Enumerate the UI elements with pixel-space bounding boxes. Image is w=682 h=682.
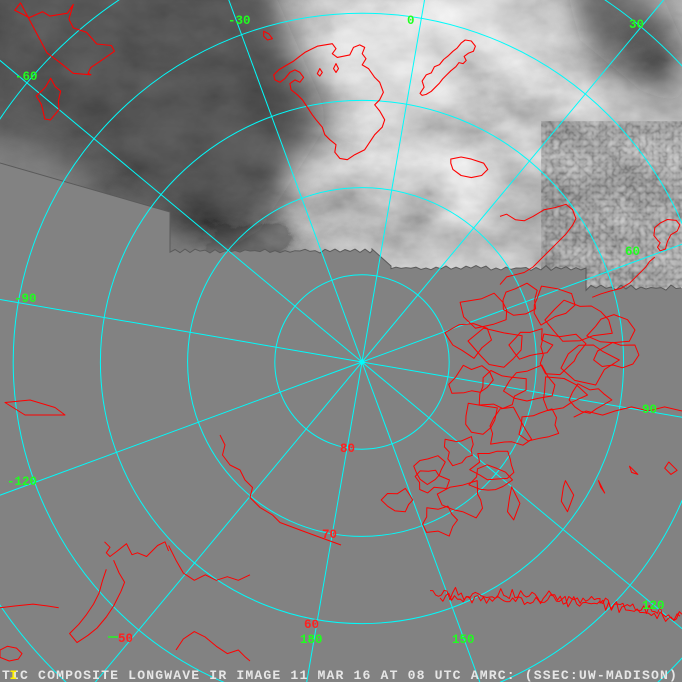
svg-text:-30: -30 bbox=[228, 14, 251, 28]
svg-text:120: 120 bbox=[642, 599, 665, 613]
svg-text:60: 60 bbox=[304, 618, 319, 632]
svg-text:80: 80 bbox=[340, 442, 355, 456]
svg-text:-120: -120 bbox=[7, 475, 37, 489]
svg-text:90: 90 bbox=[642, 403, 657, 417]
svg-text:0: 0 bbox=[407, 14, 415, 28]
svg-text:50: 50 bbox=[118, 632, 133, 646]
svg-text:30: 30 bbox=[629, 18, 644, 32]
svg-text:I: I bbox=[10, 668, 18, 682]
svg-text:70: 70 bbox=[322, 528, 337, 542]
svg-text:180: 180 bbox=[300, 633, 323, 647]
svg-text:150: 150 bbox=[452, 633, 475, 647]
svg-text:-90: -90 bbox=[14, 292, 37, 306]
svg-text:60: 60 bbox=[625, 245, 640, 259]
svg-text:TIC COMPOSITE LONGWAVE IR IMAG: TIC COMPOSITE LONGWAVE IR IMAGE 11 MAR 1… bbox=[2, 668, 678, 682]
svg-text:-60: -60 bbox=[15, 70, 38, 84]
